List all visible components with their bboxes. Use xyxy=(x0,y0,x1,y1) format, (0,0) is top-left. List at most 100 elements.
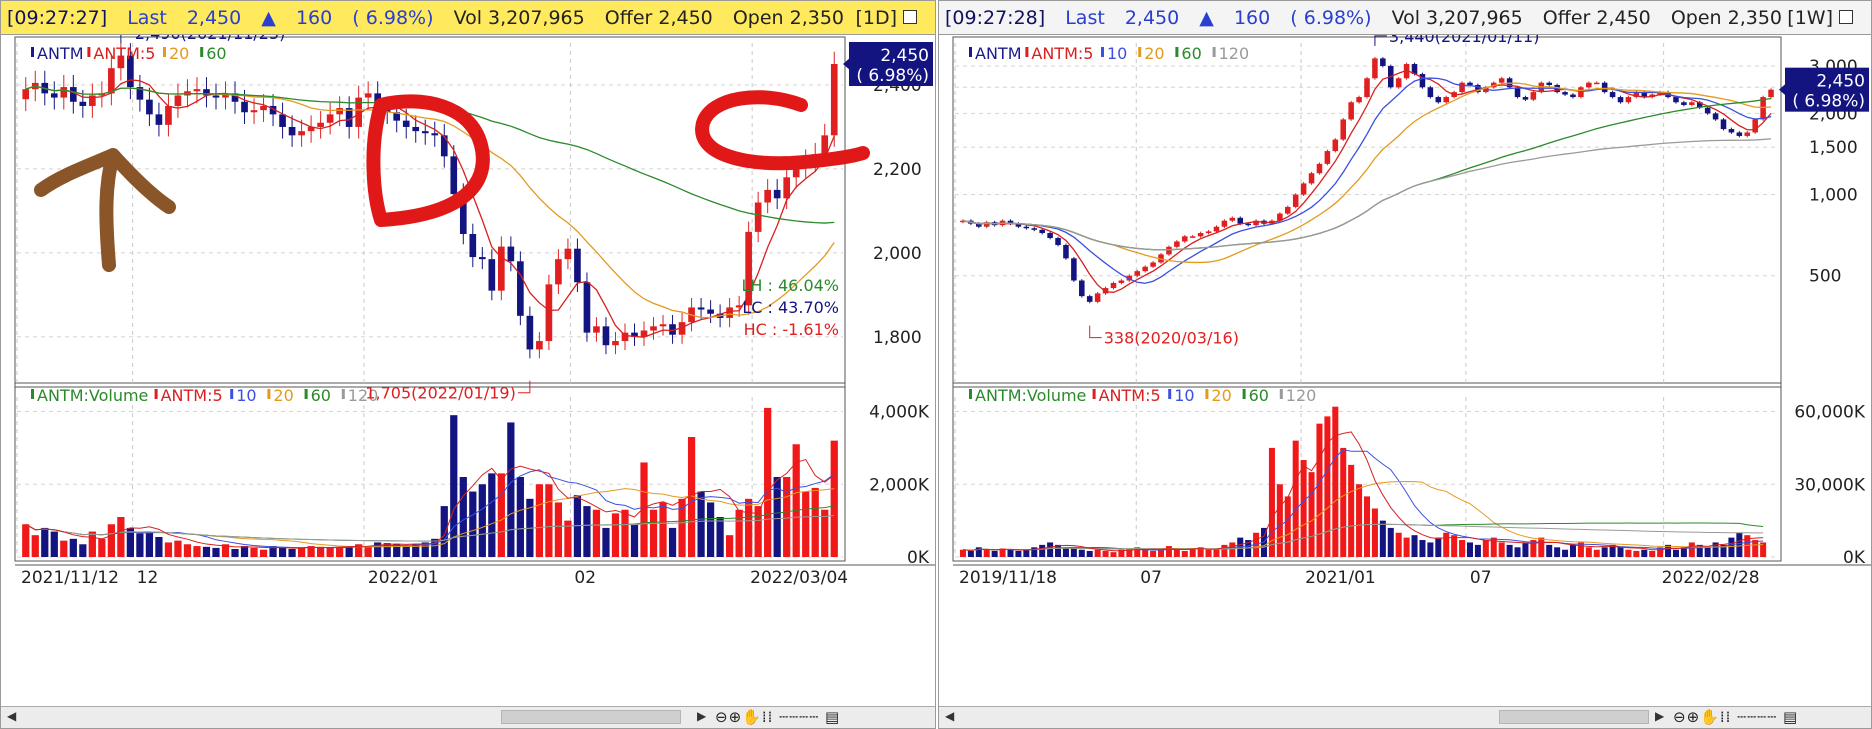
volume-bar xyxy=(1102,550,1109,557)
volume-bar xyxy=(231,549,239,557)
candle xyxy=(1649,94,1655,98)
volume-bar xyxy=(79,544,87,557)
scroll-right-icon[interactable]: ▶ xyxy=(697,709,707,723)
legend-swatch xyxy=(341,389,345,399)
volume-bar xyxy=(1363,496,1371,557)
volume-bar xyxy=(1078,549,1085,557)
volume-tick-label: 4,000K xyxy=(869,403,930,423)
current-price-pointer xyxy=(1779,82,1787,97)
volume-bar xyxy=(640,462,648,557)
period-selector[interactable]: [1D] xyxy=(855,1,897,35)
candle xyxy=(108,68,115,94)
candle xyxy=(792,166,800,178)
volume-bar xyxy=(1047,542,1054,557)
volume-bar xyxy=(1340,447,1347,557)
candle xyxy=(1118,280,1125,283)
candle xyxy=(1142,266,1148,272)
volume-bar xyxy=(1680,547,1687,557)
scroll-right-icon[interactable]: ▶ xyxy=(1655,709,1665,723)
candle xyxy=(1736,132,1743,136)
scroll-left-icon[interactable]: ◀ xyxy=(7,709,17,723)
daily-chart-canvas[interactable]: 1,8002,0002,2002,400ANTMANTM:52060ANTM:V… xyxy=(1,35,937,708)
volume-bar xyxy=(1229,542,1236,557)
candle xyxy=(1031,228,1038,230)
legend-swatch xyxy=(1212,47,1216,57)
candle xyxy=(355,97,362,127)
period-selector[interactable]: [1W] xyxy=(1787,1,1833,35)
candle xyxy=(1285,206,1291,214)
candle xyxy=(507,246,515,262)
chart-tool-icons[interactable]: ⊖⊕✋⁞⁞ ┄┄┄┄ ▤ xyxy=(715,708,841,726)
volume-bar xyxy=(1379,520,1386,557)
legend-swatch xyxy=(1025,47,1029,57)
candle xyxy=(1633,92,1640,98)
volume-bar xyxy=(754,506,762,557)
candle xyxy=(136,87,144,100)
volume-bar xyxy=(221,544,230,557)
legend-swatch xyxy=(154,389,158,399)
volume-bar xyxy=(193,546,201,557)
candle xyxy=(469,233,477,258)
volume-bar xyxy=(183,544,192,557)
x-axis-label: 07 xyxy=(1140,568,1162,588)
volume-bar xyxy=(1356,484,1363,557)
x-axis-label: 2022/01 xyxy=(368,568,439,588)
horizontal-scrollbar[interactable]: ◀ ▶ ⊖⊕✋⁞⁞ ┄┄┄┄ ▤ xyxy=(939,706,1871,728)
volume-bar xyxy=(967,550,974,557)
legend-item: 60 xyxy=(206,44,226,63)
y-tick-label: 500 xyxy=(1809,267,1841,287)
candle xyxy=(526,315,534,350)
stat-hc: HC : -1.61% xyxy=(744,320,839,339)
volume-bar xyxy=(1514,547,1521,557)
horizontal-scrollbar[interactable]: ◀ ▶ ⊖⊕✋⁞⁞ ┄┄┄┄ ▤ xyxy=(1,706,935,728)
legend-item: 60 xyxy=(1181,44,1201,63)
high-marker-line xyxy=(120,35,122,44)
volume-ma-line xyxy=(25,458,835,549)
legend-item: ANTM xyxy=(975,44,1022,63)
maximize-icon[interactable] xyxy=(1839,10,1853,24)
scroll-thumb[interactable] xyxy=(1499,710,1649,724)
volume-bar xyxy=(22,524,30,557)
volume-bar xyxy=(1617,547,1624,557)
x-axis-label: 2022/02/28 xyxy=(1662,568,1760,588)
current-price-badge xyxy=(1785,67,1869,112)
volume-bar xyxy=(450,415,458,557)
volume-bar xyxy=(136,533,144,557)
volume-bar xyxy=(602,527,610,557)
weekly-chart-canvas[interactable]: 5001,0001,5002,0002,5003,000ANTMANTM:510… xyxy=(939,35,1872,708)
candle xyxy=(1625,97,1632,103)
legend-swatch xyxy=(1279,389,1283,399)
volume-bar xyxy=(145,531,154,557)
candle xyxy=(1467,82,1473,85)
candle xyxy=(279,114,286,127)
candle xyxy=(976,223,982,227)
volume-bar xyxy=(431,538,439,557)
volume-bar xyxy=(745,498,753,557)
legend-item: 120 xyxy=(348,386,379,405)
scroll-thumb[interactable] xyxy=(501,710,681,724)
legend-swatch xyxy=(1205,389,1209,399)
volume-bar xyxy=(1760,542,1767,557)
scroll-left-icon[interactable]: ◀ xyxy=(945,709,955,723)
volume-bar xyxy=(1387,527,1394,557)
x-axis-label: 07 xyxy=(1470,568,1492,588)
current-price-value: 2,450 xyxy=(880,46,929,66)
volume-bar xyxy=(69,538,77,557)
volume-bar xyxy=(1150,550,1157,557)
maximize-icon[interactable] xyxy=(903,10,917,24)
x-axis-label: 2021/01 xyxy=(1305,568,1376,588)
offer-value: Offer 2,450 xyxy=(604,7,713,29)
candle xyxy=(231,93,239,102)
volume-bar xyxy=(364,546,372,557)
low-marker-line xyxy=(1089,325,1102,339)
candle xyxy=(307,126,315,132)
volume-bar xyxy=(1134,547,1141,557)
volume-bar xyxy=(1221,544,1228,557)
volume-bar xyxy=(792,444,800,557)
legend-item: 20 xyxy=(1211,386,1231,405)
volume-bar xyxy=(469,491,477,557)
candle xyxy=(60,87,68,98)
volume-bar xyxy=(250,547,258,557)
volume-bar xyxy=(98,538,106,557)
chart-tool-icons[interactable]: ⊖⊕✋⁞⁞ ┄┄┄┄ ▤ xyxy=(1673,708,1799,726)
